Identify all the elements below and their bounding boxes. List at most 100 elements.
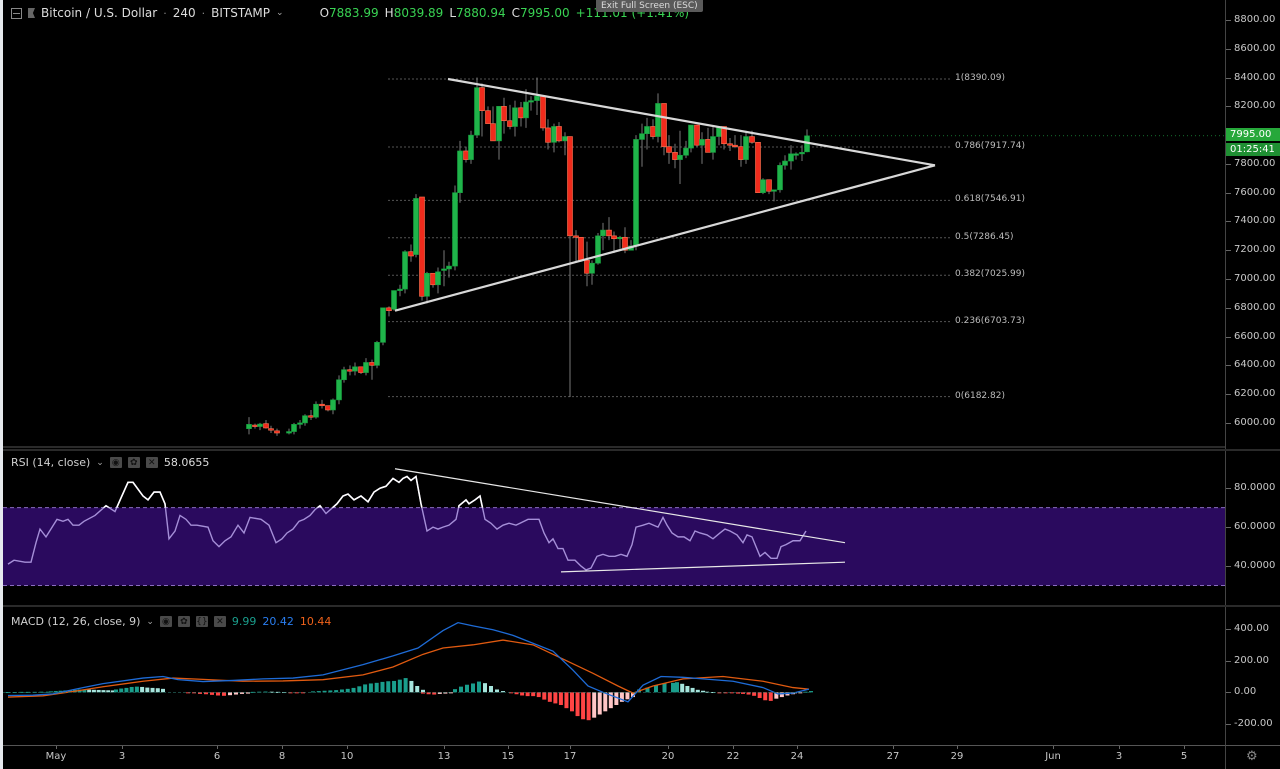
price-axis[interactable]: 7995.00 01:25:41 8800.00 8600.00 8400.00 82… [1225, 0, 1280, 450]
symbol-name[interactable]: Bitcoin / U.S. Dollar [41, 6, 158, 20]
time-tick [444, 746, 445, 749]
macd-histogram-bar [294, 692, 299, 694]
rsi-chart[interactable] [3, 451, 1225, 605]
time-tick-label: 3 [118, 751, 126, 762]
time-tick-label: 13 [437, 751, 451, 762]
macd-chart[interactable] [3, 607, 1225, 745]
time-axis[interactable]: May 3 6 8 10 13 15 17 20 22 24 27 29 Jun 3 5 [3, 745, 1225, 769]
time-tick-label: 3 [1115, 751, 1123, 762]
candle [683, 147, 689, 156]
candle [738, 146, 744, 160]
pane-separator[interactable] [3, 605, 1280, 607]
price-tick [1226, 307, 1231, 309]
macd-title[interactable]: MACD (12, 26, close, 9) [11, 615, 141, 628]
rsi-band [3, 507, 1225, 586]
macd-histogram-bar [140, 686, 145, 693]
macd-histogram-bar [415, 686, 420, 693]
candle [644, 126, 650, 134]
macd-histogram-bar [386, 681, 391, 693]
macd-histogram-bar [409, 680, 414, 693]
candle [374, 342, 380, 366]
candle [710, 136, 716, 153]
macd-histogram-bar [301, 692, 305, 694]
candle [523, 101, 529, 119]
macd-histogram-bar [380, 681, 385, 693]
macd-histogram-bar [695, 689, 700, 693]
macd-histogram-bar [525, 692, 530, 697]
macd-axis[interactable]: 400.00 200.00 0.00 -200.00 [1225, 607, 1280, 745]
candle [501, 106, 507, 122]
macd-histogram-bar [316, 691, 321, 693]
candle [672, 152, 678, 160]
macd-histogram-bar [198, 692, 202, 694]
candle [799, 152, 805, 155]
price-tick [1226, 394, 1231, 396]
candle [297, 422, 303, 425]
candle [302, 415, 308, 424]
interval[interactable]: 240 [172, 6, 196, 20]
time-tick-label: 15 [501, 751, 515, 762]
source-code-icon[interactable]: {} [195, 616, 208, 627]
price-tick-label: 7400.00 [1234, 215, 1276, 227]
time-tick-label: 5 [1180, 751, 1188, 762]
price-chart[interactable] [3, 0, 1225, 450]
time-tick [668, 746, 669, 749]
candle [650, 126, 656, 137]
macd-histogram-bar [374, 682, 379, 693]
macd-histogram-bar [495, 689, 499, 693]
macd-histogram-bar [631, 692, 635, 698]
rsi-axis[interactable]: 80.0000 60.0000 40.0000 [1225, 451, 1280, 605]
chevron-down-icon[interactable]: ⌄ [276, 8, 284, 18]
rsi-pane[interactable]: RSI (14, close) ⌄ ◉ ✿ ✕ 58.0655 [3, 451, 1225, 605]
exchange[interactable]: BITSTAMP [211, 6, 271, 20]
macd-histogram-bar [246, 692, 250, 694]
chevron-down-icon[interactable]: ⌄ [96, 457, 104, 468]
gear-icon[interactable]: ✿ [127, 457, 140, 468]
gear-icon[interactable]: ✿ [177, 616, 190, 627]
macd-histogram-bar [87, 689, 92, 693]
macd-histogram-bar [685, 686, 690, 693]
close-icon[interactable]: ✕ [145, 457, 158, 468]
candle [694, 124, 700, 146]
fib-level-label: 0.5(7286.45) [955, 231, 1014, 242]
macd-pane[interactable]: MACD (12, 26, close, 9) ⌄ ◉ ✿ {} ✕ 9.99 … [3, 607, 1225, 745]
candle [584, 260, 590, 274]
gear-icon[interactable]: ⚙ [1246, 749, 1258, 764]
macd-histogram-bar [240, 692, 244, 694]
macd-legend: MACD (12, 26, close, 9) ⌄ ◉ ✿ {} ✕ 9.99 … [11, 615, 331, 628]
candle [721, 126, 727, 145]
candle [540, 95, 546, 129]
collapse-icon[interactable] [11, 7, 22, 19]
price-pane[interactable]: Bitcoin / U.S. Dollar · 240 · BITSTAMP ⌄… [3, 0, 1225, 450]
chevron-down-icon[interactable]: ⌄ [146, 616, 154, 627]
candle [430, 272, 436, 286]
price-tick [1226, 48, 1231, 50]
candle [534, 95, 540, 101]
macd-histogram-bar [392, 680, 397, 693]
settings-corner[interactable]: ⚙ [1225, 745, 1280, 769]
candle [402, 251, 408, 290]
candle [397, 288, 403, 291]
price-tick-label: 6200.00 [1234, 388, 1276, 400]
eye-icon[interactable]: ◉ [159, 616, 172, 627]
macd-histogram-bar [345, 688, 350, 693]
candle [611, 235, 617, 240]
close-icon[interactable]: ✕ [213, 616, 226, 627]
time-tick [1119, 746, 1120, 749]
time-tick [797, 746, 798, 749]
eye-icon[interactable]: ◉ [109, 457, 122, 468]
candle [463, 150, 469, 160]
macd-histogram-bar [701, 690, 705, 693]
macd-line [7, 621, 810, 703]
exit-fullscreen-button[interactable]: Exit Full Screen (ESC) [596, 0, 703, 12]
macd-histogram-bar [91, 689, 96, 693]
candle [600, 229, 606, 237]
rsi-title[interactable]: RSI (14, close) [11, 456, 91, 469]
symbol-flag-icon [28, 8, 35, 18]
pane-separator[interactable] [3, 449, 1280, 451]
time-tick-label: 22 [726, 751, 740, 762]
time-tick-label: 27 [886, 751, 900, 762]
macd-histogram-bar [586, 692, 591, 721]
time-tick-label: Jun [1045, 751, 1061, 762]
macd-histogram-bar [483, 683, 487, 693]
